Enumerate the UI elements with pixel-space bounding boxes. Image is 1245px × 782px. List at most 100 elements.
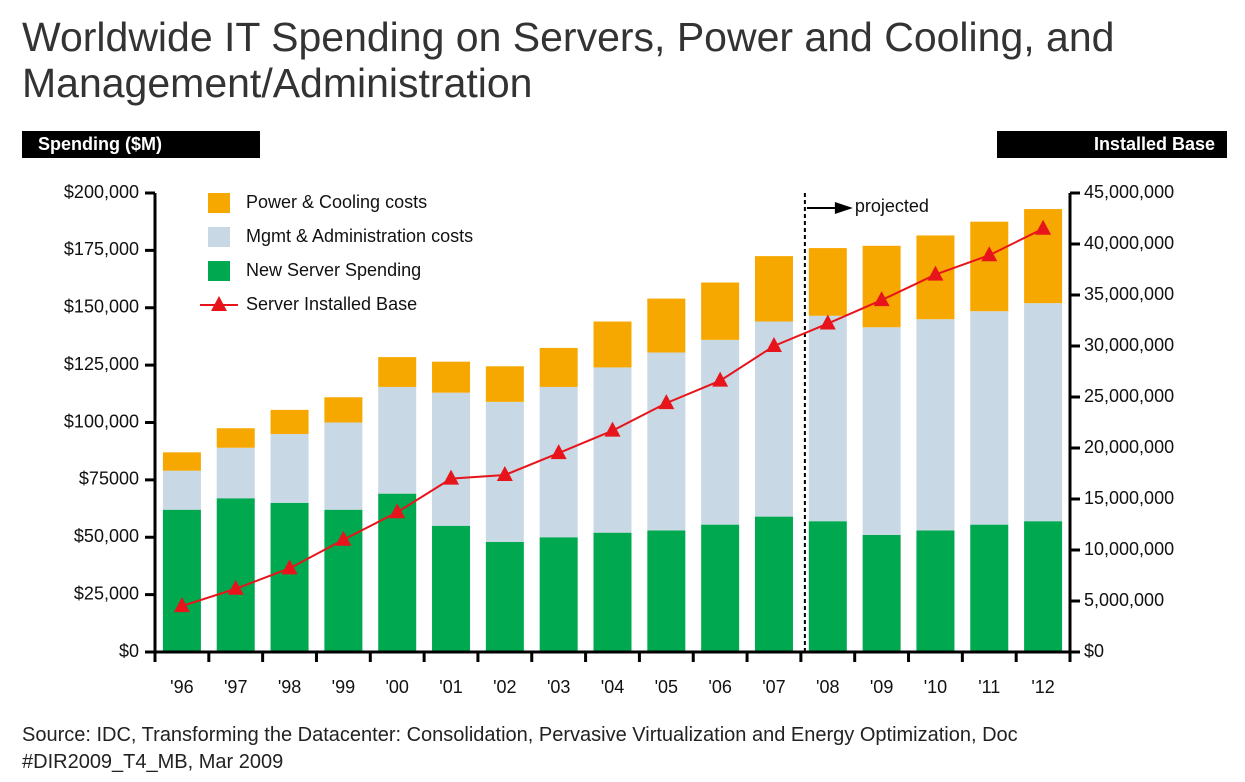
x-tick-label: '03 — [547, 677, 570, 697]
bar-segment — [270, 433, 309, 503]
y-tick-label: $75000 — [79, 469, 139, 489]
y2-tick-label: 15,000,000 — [1084, 488, 1174, 508]
y-tick-label: $50,000 — [74, 526, 139, 546]
bar-segment — [378, 386, 417, 494]
bar-segment — [378, 493, 417, 652]
y-tick-label: $150,000 — [64, 297, 139, 317]
y-tick-label: $100,000 — [64, 411, 139, 431]
bar-segment — [808, 315, 847, 522]
y2-tick-label: 10,000,000 — [1084, 539, 1174, 559]
bar-segment — [916, 319, 955, 531]
y-tick-label: $175,000 — [64, 239, 139, 259]
bar-segment — [970, 311, 1009, 525]
bar-segment — [701, 282, 740, 340]
annotation-arrowhead — [834, 202, 853, 214]
x-tick-label: '99 — [332, 677, 355, 697]
x-tick-label: '07 — [762, 677, 785, 697]
y-tick-label: $25,000 — [74, 583, 139, 603]
x-tick-label: '01 — [439, 677, 462, 697]
bar-segment — [970, 221, 1009, 312]
bar-segment — [432, 361, 471, 393]
x-tick-label: '02 — [493, 677, 516, 697]
line-marker — [927, 265, 944, 281]
y2-label-box — [997, 131, 1227, 158]
bar-segment — [754, 256, 793, 322]
line-marker — [873, 291, 890, 307]
bar-segment — [539, 537, 578, 652]
line-marker — [496, 466, 513, 482]
line-marker — [550, 444, 567, 460]
legend-label: New Server Spending — [246, 260, 421, 280]
bar-segment — [539, 386, 578, 538]
line-marker — [335, 530, 352, 546]
y2-tick-label: 35,000,000 — [1084, 284, 1174, 304]
line-marker — [389, 503, 406, 519]
line-marker — [981, 246, 998, 262]
x-tick-label: '98 — [278, 677, 301, 697]
y2-axis-label: Installed Base — [1094, 134, 1215, 154]
x-tick-label: '97 — [224, 677, 247, 697]
bar-segment — [162, 509, 201, 652]
x-tick-label: '10 — [924, 677, 947, 697]
bar-segment — [485, 541, 524, 652]
bar-segment — [162, 470, 201, 510]
bar-segment — [1024, 303, 1063, 522]
bar-segment — [593, 321, 632, 368]
line-marker — [712, 371, 729, 387]
y2-tick-label: 5,000,000 — [1084, 590, 1164, 610]
legend-swatch — [208, 261, 230, 281]
legend-label: Mgmt & Administration costs — [246, 226, 473, 246]
bar-segment — [1024, 521, 1063, 652]
y2-tick-label: 20,000,000 — [1084, 437, 1174, 457]
y-tick-label: $125,000 — [64, 354, 139, 374]
line-marker — [765, 337, 782, 352]
bar-segment — [593, 532, 632, 652]
line-marker — [281, 559, 298, 575]
line-marker — [604, 421, 621, 437]
bar-segment — [216, 428, 255, 448]
x-tick-label: '06 — [708, 677, 731, 697]
bar-segment — [970, 524, 1009, 652]
legend-swatch — [208, 193, 230, 213]
x-tick-label: '00 — [385, 677, 408, 697]
x-tick-label: '09 — [870, 677, 893, 697]
y2-tick-label: 30,000,000 — [1084, 335, 1174, 355]
bar-segment — [324, 422, 363, 510]
line-marker — [227, 579, 244, 595]
legend-marker — [211, 296, 227, 311]
bar-segment — [485, 366, 524, 402]
bar-segment — [701, 339, 740, 525]
y2-tick-label: $0 — [1084, 641, 1104, 661]
bar-segment — [432, 392, 471, 526]
bar-segment — [216, 447, 255, 499]
line-marker — [819, 314, 836, 330]
x-tick-label: '04 — [601, 677, 624, 697]
annotation: projected — [855, 196, 929, 216]
bar-segment — [862, 245, 901, 328]
bar-segment — [162, 452, 201, 471]
source-note: Source: IDC, Transforming the Datacenter… — [22, 724, 1018, 773]
bar-segment — [539, 347, 578, 387]
bar-segment — [647, 298, 686, 353]
y-tick-label: $200,000 — [64, 182, 139, 202]
legend-swatch — [208, 227, 230, 247]
bar-segment — [432, 525, 471, 652]
x-tick-label: '96 — [170, 677, 193, 697]
y-axis-label: Spending ($M) — [38, 134, 162, 154]
bar-segment — [216, 498, 255, 652]
x-tick-label: '11 — [978, 677, 1000, 697]
x-tick-label: '12 — [1031, 677, 1054, 697]
bar-segment — [378, 357, 417, 387]
line-marker — [658, 394, 675, 410]
y2-tick-label: 45,000,000 — [1084, 182, 1174, 202]
bar-segment — [270, 409, 309, 434]
line-marker — [443, 469, 460, 485]
bar-segment — [270, 502, 309, 652]
y2-tick-label: 25,000,000 — [1084, 386, 1174, 406]
bar-segment — [593, 367, 632, 533]
chart-title: Worldwide IT Spending on Servers, Power … — [22, 14, 1115, 106]
bar-segment — [862, 327, 901, 535]
x-tick-label: '08 — [816, 677, 839, 697]
bar-segment — [808, 248, 847, 316]
